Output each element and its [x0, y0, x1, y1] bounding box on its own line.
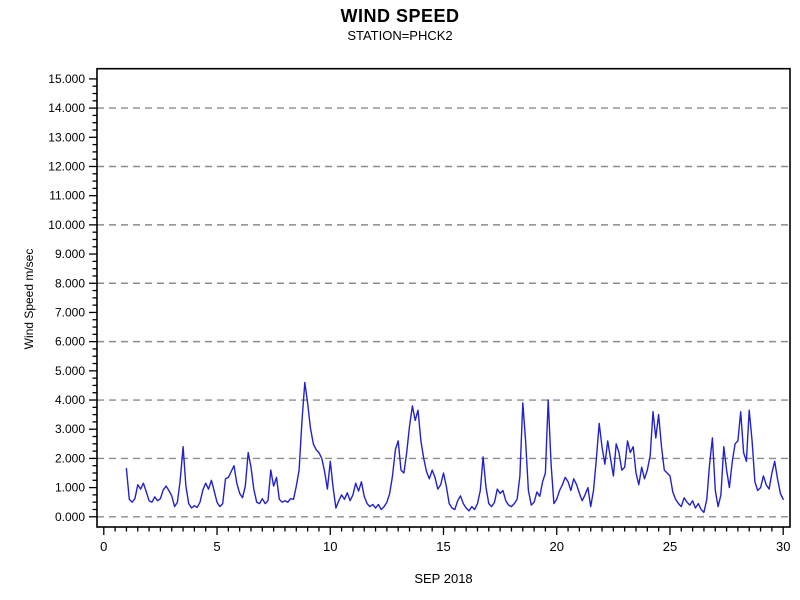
x-tick-label: 10 [323, 539, 337, 554]
y-tick-label: 8.000 [55, 276, 85, 290]
chart-subtitle: STATION=PHCK2 [347, 28, 453, 43]
y-tick-label: 5.000 [55, 364, 85, 378]
y-tick-label: 11.000 [49, 189, 85, 203]
y-tick-label: 3.000 [55, 422, 85, 436]
y-tick-label: 13.000 [48, 130, 85, 144]
y-tick-label: 14.000 [48, 101, 85, 115]
y-tick-label: 1.000 [55, 481, 85, 495]
y-tick-label: 4.000 [55, 393, 85, 407]
chart-title: WIND SPEED [340, 6, 460, 26]
x-axis-label: SEP 2018 [414, 571, 473, 586]
y-tick-label: 2.000 [55, 451, 85, 465]
plot-frame [96, 67, 791, 528]
y-tick-label: 6.000 [55, 335, 85, 349]
y-tick-label: 7.000 [55, 305, 85, 319]
y-tick-label: 10.000 [48, 218, 85, 232]
y-tick-label: 12.000 [48, 159, 85, 173]
y-tick-label: 15.000 [48, 72, 85, 86]
x-tick-label: 30 [776, 539, 790, 554]
x-tick-label: 20 [550, 539, 564, 554]
wind-speed-series-line [125, 381, 784, 514]
x-tick-label: 15 [436, 539, 450, 554]
y-tick-label: 0.000 [55, 510, 85, 524]
y-tick-label: 9.000 [55, 247, 85, 261]
x-tick-label: 0 [100, 539, 107, 554]
x-tick-label: 5 [213, 539, 220, 554]
x-tick-label: 25 [663, 539, 677, 554]
